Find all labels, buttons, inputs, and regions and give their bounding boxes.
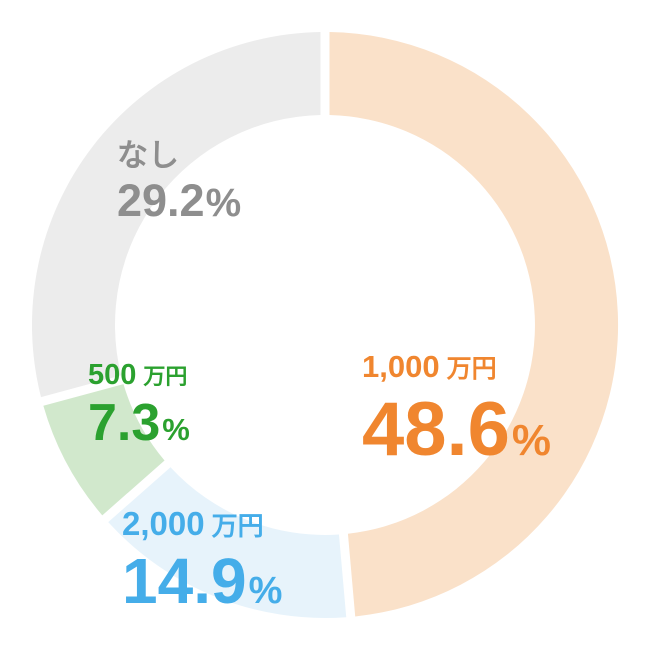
percentage-number: 7.3 [88,394,161,452]
percent-sign: % [248,570,283,612]
slice-category: 1,000 万円 [362,346,551,390]
category-unit: 万円 [143,364,188,389]
category-amount: 1,000 [362,349,440,384]
donut-slice-1 [108,467,347,619]
slice-category: 2,000 万円 [122,503,282,547]
slice-label-nashi: なし 29.2% [117,136,241,228]
slice-label-2000man: 2,000 万円 14.9% [122,503,282,625]
slice-category: 500 万円 [88,357,190,395]
percentage-number: 14.9 [122,545,247,617]
category-unit: 万円 [446,355,497,383]
slice-percentage: 7.3% [88,395,190,458]
percentage-number: 48.6 [362,387,510,472]
percent-sign: % [162,412,190,447]
percent-sign: % [511,416,552,465]
slice-category: なし [117,136,241,176]
category-amount: 500 [88,359,137,391]
donut-slice-0 [329,32,619,617]
donut-slice-2 [43,384,165,516]
category-amount: なし [117,138,179,173]
percentage-number: 29.2 [117,175,205,226]
slice-percentage: 29.2% [117,176,241,228]
percent-sign: % [205,181,242,225]
slice-percentage: 14.9% [122,547,282,625]
donut-slice-3 [31,32,321,398]
category-amount: 2,000 [122,505,205,542]
slice-label-500man: 500 万円 7.3% [88,357,190,458]
slice-label-1000man: 1,000 万円 48.6% [362,346,551,481]
category-unit: 万円 [211,511,264,541]
slice-percentage: 48.6% [362,390,551,481]
